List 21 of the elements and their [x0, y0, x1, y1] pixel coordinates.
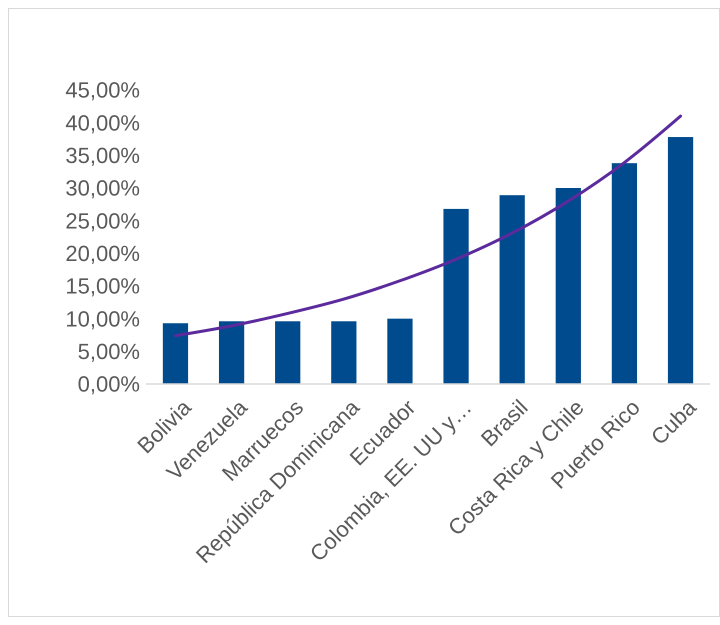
y-tick-label: 35,00%: [65, 143, 140, 168]
bar: [556, 188, 581, 384]
y-tick-label: 30,00%: [65, 176, 140, 201]
y-tick-label: 10,00%: [65, 306, 140, 332]
y-tick-label: 20,00%: [65, 241, 140, 266]
bar: [443, 208, 469, 384]
bar: [218, 321, 244, 384]
bar: [500, 195, 525, 384]
y-tick-label: 45,00%: [65, 78, 140, 103]
bar: [612, 163, 638, 384]
bar: [275, 321, 300, 384]
y-tick-label: 15,00%: [65, 274, 140, 299]
y-tick-label: 5,00%: [78, 339, 140, 364]
y-tick-label: 0,00%: [78, 372, 140, 397]
bar: [387, 318, 413, 384]
y-tick-label: 40,00%: [65, 110, 140, 136]
line-series: [174, 114, 682, 338]
bar: [668, 137, 694, 384]
y-tick-label: 25,00%: [65, 208, 140, 234]
bar: [331, 321, 356, 384]
bar: [162, 323, 188, 384]
